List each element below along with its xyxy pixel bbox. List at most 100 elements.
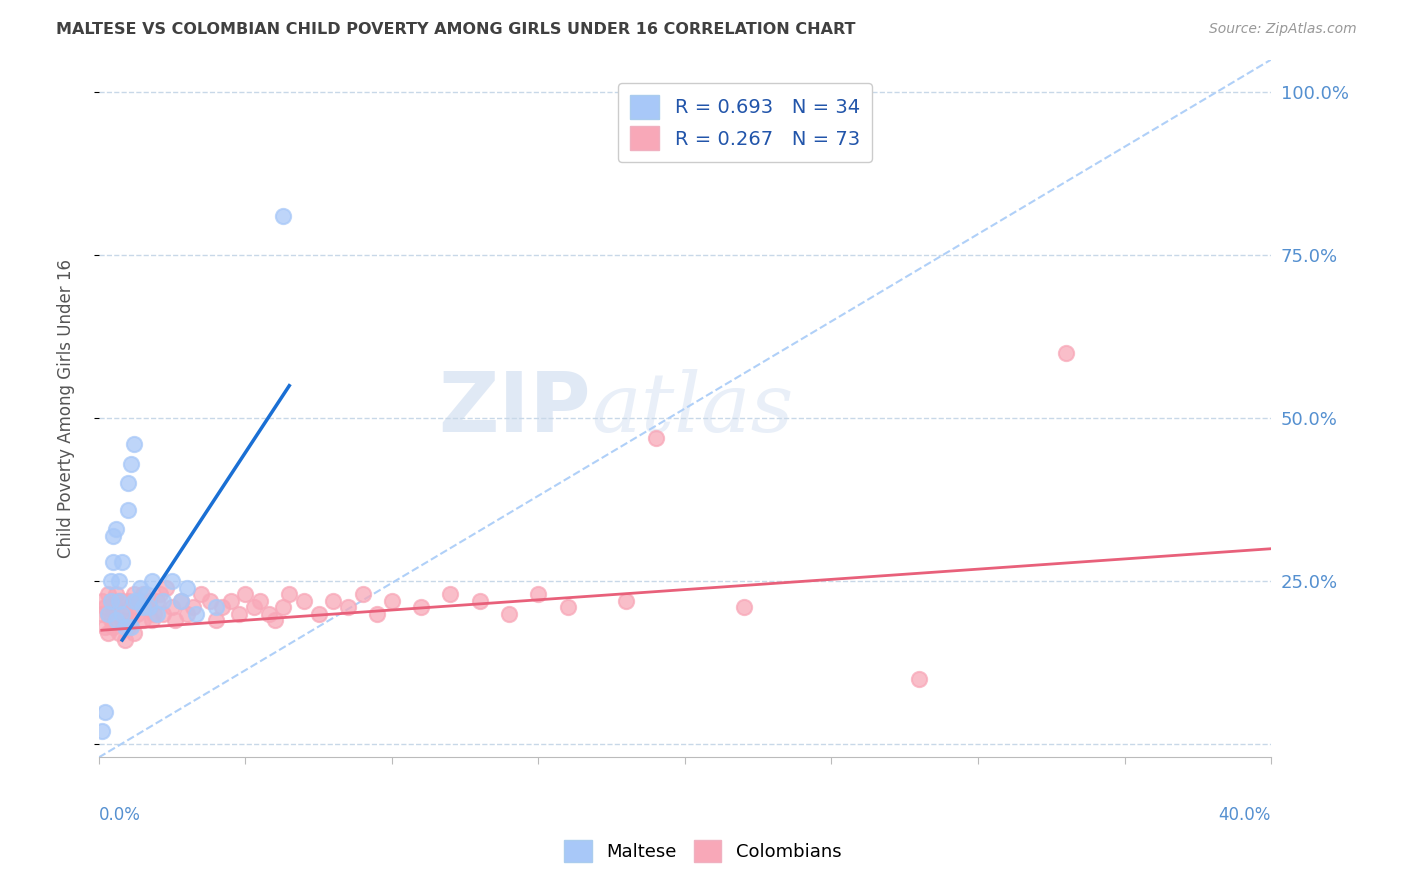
Point (120, 620, 142, 634)
Point (117, 620, 139, 634)
Point (644, 431, 666, 445)
Point (366, 607, 388, 621)
Point (163, 614, 186, 628)
Point (103, 620, 125, 634)
Point (527, 587, 550, 601)
Text: atlas: atlas (591, 368, 793, 449)
Point (160, 600, 183, 615)
Point (97, 626, 120, 640)
Text: Source: ZipAtlas.com: Source: ZipAtlas.com (1209, 22, 1357, 37)
Point (120, 614, 142, 628)
Point (278, 587, 301, 601)
Point (219, 594, 242, 608)
Point (160, 574, 183, 589)
Point (249, 594, 271, 608)
Point (257, 607, 280, 621)
Point (211, 600, 233, 615)
Point (105, 614, 128, 628)
Point (111, 594, 134, 608)
Point (170, 594, 193, 608)
Point (100, 594, 122, 608)
Point (141, 614, 163, 628)
Point (114, 620, 136, 634)
Point (908, 672, 931, 686)
Point (132, 614, 155, 628)
Point (108, 594, 131, 608)
Point (100, 614, 122, 628)
Point (135, 587, 157, 601)
Point (120, 600, 142, 615)
Point (114, 607, 136, 621)
Point (733, 600, 755, 615)
Text: 0.0%: 0.0% (98, 806, 141, 824)
Point (146, 594, 169, 608)
Point (122, 626, 145, 640)
Point (111, 555, 134, 569)
Point (125, 607, 148, 621)
Point (97, 607, 120, 621)
Point (411, 600, 433, 615)
Point (128, 581, 150, 595)
Text: 40.0%: 40.0% (1219, 806, 1271, 824)
Point (146, 607, 169, 621)
Point (138, 594, 160, 608)
Point (352, 587, 374, 601)
Point (135, 600, 157, 615)
Point (198, 594, 221, 608)
Y-axis label: Child Poverty Among Girls Under 16: Child Poverty Among Girls Under 16 (58, 259, 75, 558)
Point (97, 607, 120, 621)
Point (90, 607, 112, 621)
Point (557, 600, 579, 615)
Point (97, 587, 120, 601)
Point (439, 587, 461, 601)
Point (90, 594, 112, 608)
Legend: Maltese, Colombians: Maltese, Colombians (557, 833, 849, 870)
Point (93, 620, 115, 634)
Point (111, 614, 134, 628)
Point (125, 594, 148, 608)
Point (614, 594, 637, 608)
Point (117, 502, 139, 516)
Point (120, 457, 142, 471)
Point (152, 594, 174, 608)
Text: ZIP: ZIP (439, 368, 591, 449)
Point (100, 594, 122, 608)
Point (273, 600, 295, 615)
Point (122, 587, 145, 601)
Point (141, 574, 163, 589)
Point (108, 594, 131, 608)
Point (93, 600, 115, 615)
Point (93, 705, 115, 719)
Point (205, 614, 228, 628)
Point (228, 607, 250, 621)
Point (181, 600, 204, 615)
Point (117, 476, 139, 491)
Point (155, 581, 177, 595)
Point (184, 607, 207, 621)
Point (233, 587, 256, 601)
Point (1054, 346, 1077, 360)
Point (322, 594, 344, 608)
Point (205, 600, 228, 615)
Point (308, 607, 330, 621)
Point (152, 607, 174, 621)
Legend: R = 0.693   N = 34, R = 0.267   N = 73: R = 0.693 N = 34, R = 0.267 N = 73 (619, 83, 872, 161)
Point (103, 600, 125, 615)
Point (336, 600, 359, 615)
Point (117, 594, 139, 608)
Point (243, 600, 266, 615)
Point (176, 607, 198, 621)
Point (108, 574, 131, 589)
Point (381, 594, 404, 608)
Point (149, 587, 172, 601)
Point (170, 594, 193, 608)
Point (105, 587, 128, 601)
Point (103, 529, 125, 543)
Point (108, 626, 131, 640)
Point (132, 587, 155, 601)
Point (132, 600, 155, 615)
Point (122, 437, 145, 451)
Point (100, 574, 122, 589)
Point (292, 594, 315, 608)
Point (114, 633, 136, 648)
